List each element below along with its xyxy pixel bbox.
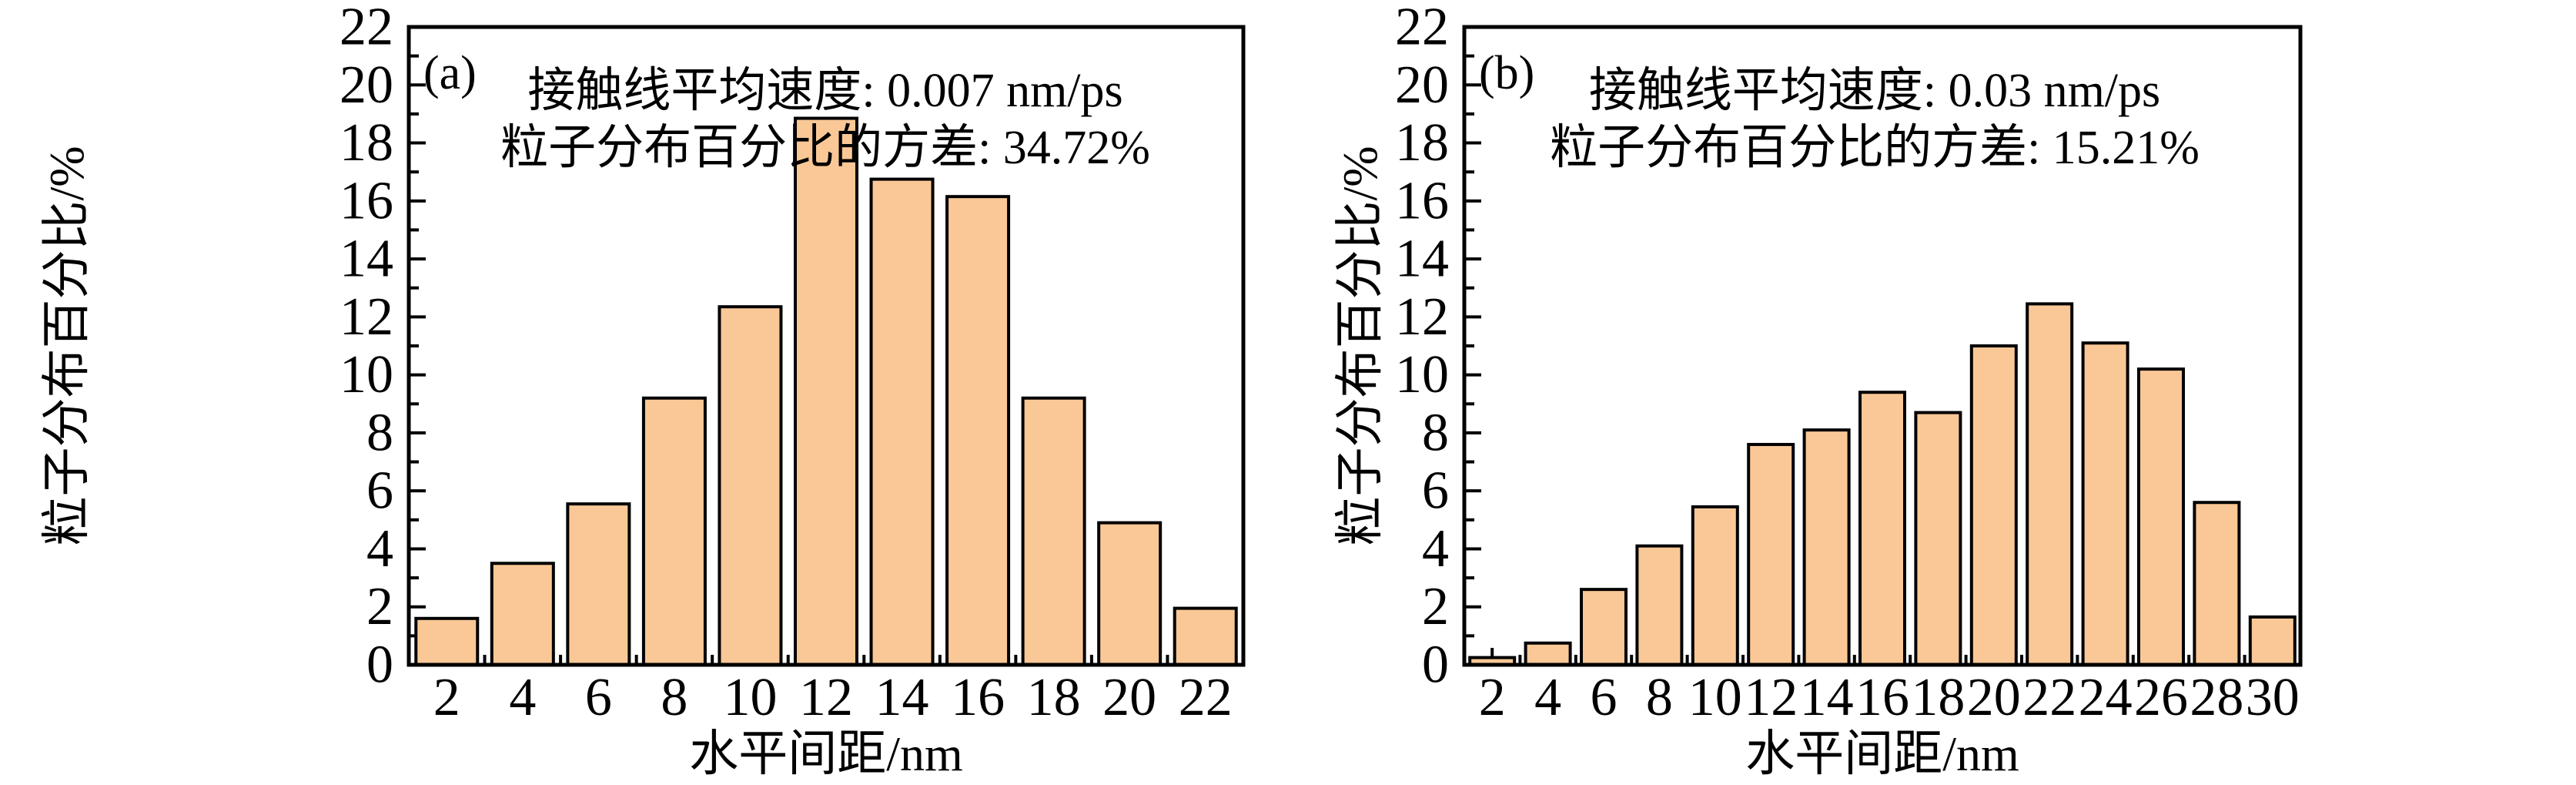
x-tick-label: 14 <box>1800 668 1854 727</box>
x-tick-label: 10 <box>723 668 777 727</box>
x-tick-label: 14 <box>875 668 929 727</box>
bar <box>2026 302 2074 666</box>
y-tick-label: 22 <box>1395 0 1449 57</box>
x-tick-label: 8 <box>1646 668 1673 727</box>
y-tick-label: 18 <box>340 113 393 173</box>
x-tick-label: 16 <box>951 668 1005 727</box>
bar <box>1914 411 1962 667</box>
bar <box>1858 391 1906 666</box>
bar <box>1747 442 1795 666</box>
x-tick-label: 26 <box>2134 668 2188 727</box>
x-tick-label: 30 <box>2246 668 2300 727</box>
y-tick-label: 20 <box>1395 55 1449 115</box>
y-tick-label: 10 <box>340 345 393 404</box>
x-tick-label: 20 <box>1967 668 2021 727</box>
x-tick-label: 28 <box>2190 668 2243 727</box>
bar <box>718 305 783 666</box>
panel-a-annotation-line2: 粒子分布百分比的方差: 34.72% <box>500 122 1150 174</box>
y-tick-label: 2 <box>1422 577 1449 636</box>
panel-a-frame <box>406 25 1246 667</box>
x-tick-label: 16 <box>1855 668 1909 727</box>
panel-b-frame <box>1462 25 2303 667</box>
plot-frame <box>1462 25 2303 667</box>
bar <box>2193 501 2241 667</box>
x-tick-label: 2 <box>433 668 460 727</box>
panel-a-y-axis-title: 粒子分布百分比/% <box>39 146 94 545</box>
panel-a-annotation-line1: 接触线平均速度: 0.007 nm/ps <box>527 65 1122 117</box>
x-tick-label: 8 <box>661 668 687 727</box>
x-tick-label: 22 <box>2022 668 2076 727</box>
y-tick-label: 8 <box>366 403 393 462</box>
x-tick-label: 12 <box>799 668 853 727</box>
x-tick-label: 12 <box>1744 668 1798 727</box>
bar <box>2137 367 2185 666</box>
bar <box>490 562 555 666</box>
panel-b-bars <box>1468 302 2297 667</box>
bar <box>1580 588 1628 666</box>
bar <box>1173 606 1238 666</box>
bar <box>566 502 631 666</box>
y-tick-label: 18 <box>1395 113 1449 173</box>
bar <box>869 177 935 667</box>
y-tick-label: 22 <box>340 0 393 57</box>
bar <box>1969 344 2018 666</box>
y-tick-label: 0 <box>366 636 393 695</box>
bar <box>2081 341 2129 666</box>
y-tick-label: 0 <box>1422 636 1449 695</box>
panel-a-label: (a) <box>423 47 477 99</box>
x-tick-label: 20 <box>1102 668 1156 727</box>
y-tick-label: 6 <box>1422 461 1449 521</box>
bar <box>641 396 707 667</box>
bar <box>1635 544 1684 667</box>
bar <box>794 116 858 666</box>
x-tick-label: 18 <box>1911 668 1965 727</box>
y-tick-label: 14 <box>340 230 393 289</box>
bar <box>414 616 480 666</box>
y-tick-label: 12 <box>340 287 393 347</box>
x-tick-label: 4 <box>509 668 536 727</box>
x-tick-label: 22 <box>1179 668 1233 727</box>
panel-a-x-axis-title: 水平间距/nm <box>689 726 963 781</box>
panel-a-bars <box>414 116 1238 667</box>
x-tick-label: 4 <box>1534 668 1561 727</box>
y-tick-label: 4 <box>366 519 393 579</box>
y-tick-label: 16 <box>1395 171 1449 230</box>
x-tick-label: 10 <box>1688 668 1742 727</box>
x-tick-label: 2 <box>1479 668 1506 727</box>
bar <box>1691 505 1739 667</box>
plot-frame <box>406 25 1246 667</box>
y-tick-label: 20 <box>340 55 393 115</box>
panel-b-x-axis-title: 水平间距/nm <box>1745 726 2019 781</box>
y-tick-label: 8 <box>1422 403 1449 462</box>
panel-b-label: (b) <box>1479 47 1534 99</box>
x-tick-label: 18 <box>1027 668 1081 727</box>
bar <box>2248 615 2297 667</box>
panel-b-annotation-line2: 粒子分布百分比的方差: 15.21% <box>1550 122 2200 174</box>
panel-b-y-axis-title: 粒子分布百分比/% <box>1333 146 1387 545</box>
y-tick-label: 4 <box>1422 519 1449 579</box>
panel-b-annotation-line1: 接触线平均速度: 0.03 nm/ps <box>1589 65 2160 117</box>
bar <box>1524 641 1572 666</box>
y-tick-label: 12 <box>1395 287 1449 347</box>
x-tick-label: 6 <box>585 668 612 727</box>
y-tick-label: 10 <box>1395 345 1449 404</box>
bar <box>1802 428 1851 666</box>
x-tick-label: 24 <box>2079 668 2133 727</box>
y-tick-label: 2 <box>366 577 393 636</box>
bar <box>1097 521 1163 667</box>
y-tick-label: 16 <box>340 171 393 230</box>
y-tick-label: 14 <box>1395 230 1449 289</box>
x-tick-label: 6 <box>1591 668 1618 727</box>
bar <box>945 195 1011 666</box>
y-tick-label: 6 <box>366 461 393 521</box>
bar <box>1021 396 1086 667</box>
